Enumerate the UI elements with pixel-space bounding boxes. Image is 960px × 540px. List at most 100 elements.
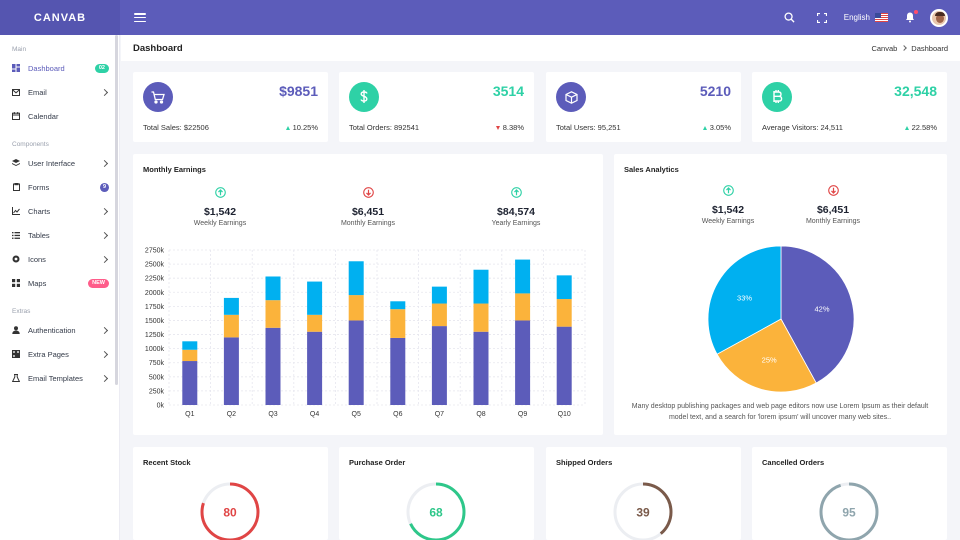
bitcoin-icon xyxy=(762,82,792,112)
bar-segment[interactable] xyxy=(515,293,531,321)
breadcrumb-link-home[interactable]: Canvab xyxy=(871,43,898,53)
pie-slice[interactable] xyxy=(780,245,855,384)
bar-segment[interactable] xyxy=(307,331,323,405)
stat-value: 3514 xyxy=(492,83,524,99)
stat-card-orders: 3514 Total Orders: 892541 8.38% xyxy=(339,72,534,142)
notifications-button[interactable] xyxy=(894,0,926,35)
pie-slice[interactable] xyxy=(707,245,782,355)
bar-segment[interactable] xyxy=(515,320,531,405)
chevron-right-icon xyxy=(100,255,109,263)
bar-segment[interactable] xyxy=(265,300,281,328)
sidebar-item-icons[interactable]: Icons xyxy=(0,247,119,271)
y-tick-label: 500k xyxy=(149,374,165,381)
x-tick-label: Q5 xyxy=(352,411,361,418)
pie-slice[interactable] xyxy=(716,318,817,393)
bar-segment[interactable] xyxy=(473,269,489,304)
y-tick-label: 1250k xyxy=(145,332,165,339)
bar-segment[interactable] xyxy=(348,320,364,405)
bar-segment[interactable] xyxy=(473,303,489,332)
earnings-label: Weekly Earnings xyxy=(193,220,247,227)
y-tick-label: 1000k xyxy=(145,346,165,353)
bar-segment[interactable] xyxy=(182,349,198,362)
maps-new-badge: NEW xyxy=(88,278,109,288)
pie-slice-label: 25% xyxy=(762,356,777,365)
bar-segment[interactable] xyxy=(307,314,323,332)
sidebar-item-extra-pages[interactable]: Extra Pages xyxy=(0,342,119,366)
search-icon[interactable] xyxy=(774,0,806,35)
gauge-value: 80 xyxy=(223,506,237,520)
sales-analytics-pie-chart: 42% 25% 33% xyxy=(707,245,855,393)
sidebar-item-user-interface[interactable]: User Interface xyxy=(0,151,119,175)
avatar[interactable] xyxy=(930,8,948,27)
bar-segment[interactable] xyxy=(182,341,198,350)
sidebar-item-label: Tables xyxy=(28,230,50,240)
bar-segment[interactable] xyxy=(431,303,447,327)
bar-segment[interactable] xyxy=(265,276,281,301)
bar-segment[interactable] xyxy=(390,301,406,310)
earnings-summary-yearly: $84,574 Yearly Earnings xyxy=(466,187,566,227)
bar-segment[interactable] xyxy=(431,326,447,405)
dashboard-count-badge: 02 xyxy=(94,63,109,73)
bar-segment[interactable] xyxy=(556,326,572,405)
list-icon xyxy=(12,231,20,239)
bar-segment[interactable] xyxy=(348,295,364,321)
bar-segment[interactable] xyxy=(223,337,239,405)
gauge-value: 68 xyxy=(429,506,443,520)
sidebar-item-email[interactable]: Email xyxy=(0,80,119,104)
stat-card-visitors: 32,548 Average Visitors: 24,511 22.58% xyxy=(752,72,947,142)
stat-label: Total Users: 95,251 xyxy=(556,123,621,132)
x-tick-label: Q1 xyxy=(185,411,194,418)
sidebar-item-charts[interactable]: Charts xyxy=(0,199,119,223)
brand-logo[interactable]: CANVAB xyxy=(0,0,120,35)
language-selector[interactable]: English xyxy=(838,13,894,22)
bell-icon xyxy=(906,12,914,23)
bar-segment[interactable] xyxy=(182,361,198,405)
chevron-right-icon xyxy=(100,88,109,96)
bar-segment[interactable] xyxy=(223,314,239,338)
menu-toggle-icon[interactable] xyxy=(134,13,146,22)
bar-segment[interactable] xyxy=(431,286,447,304)
bar-segment[interactable] xyxy=(223,297,239,315)
arrow-up-circle-icon xyxy=(722,185,734,196)
bar-segment[interactable] xyxy=(307,281,323,315)
fullscreen-icon[interactable] xyxy=(806,0,838,35)
y-tick-label: 2000k xyxy=(145,290,165,297)
sidebar-item-dashboard[interactable]: Dashboard 02 xyxy=(0,56,119,80)
stat-change: 10.25% xyxy=(285,123,318,132)
stat-card-users: 5210 Total Users: 95,251 3.05% xyxy=(546,72,741,142)
sidebar-item-email-templates[interactable]: Email Templates xyxy=(0,366,119,390)
earnings-summary-weekly: $1,542 Weekly Earnings xyxy=(170,187,270,227)
bar-segment[interactable] xyxy=(265,327,281,405)
sidebar-item-authentication[interactable]: Authentication xyxy=(0,318,119,342)
bar-segment[interactable] xyxy=(515,259,531,294)
analytics-summary-monthly: $6,451 Monthly Earnings xyxy=(783,185,883,225)
stat-label: Total Sales: $22506 xyxy=(143,123,209,132)
language-label: English xyxy=(843,13,870,22)
bar-segment[interactable] xyxy=(390,309,406,338)
chevron-right-icon xyxy=(100,374,109,382)
recent-stock-gauge: 80 xyxy=(200,482,260,540)
stat-change-value: 8.38% xyxy=(502,123,524,132)
y-tick-label: 1750k xyxy=(145,304,165,311)
stat-label: Average Visitors: 24,511 xyxy=(762,123,843,132)
bar-segment[interactable] xyxy=(473,331,489,405)
x-tick-label: Q6 xyxy=(393,411,402,418)
sidebar-item-label: Charts xyxy=(28,206,51,216)
sidebar-item-forms[interactable]: Forms 9 xyxy=(0,175,119,199)
pie-slice-label: 33% xyxy=(737,293,752,302)
bar-segment[interactable] xyxy=(556,275,572,300)
x-tick-label: Q9 xyxy=(518,411,527,418)
map-icon xyxy=(12,279,20,287)
us-flag-icon xyxy=(875,13,888,22)
sidebar-item-calendar[interactable]: Calendar xyxy=(0,104,119,128)
bar-segment[interactable] xyxy=(556,299,572,327)
sidebar-item-maps[interactable]: Maps NEW xyxy=(0,271,119,295)
sidebar-item-tables[interactable]: Tables xyxy=(0,223,119,247)
bar-segment[interactable] xyxy=(390,337,406,405)
sidebar-item-label: Maps xyxy=(28,278,47,288)
y-tick-label: 2750k xyxy=(145,248,165,255)
bar-segment[interactable] xyxy=(348,261,364,296)
user-icon xyxy=(12,326,20,334)
monthly-earnings-card: Monthly Earnings $1,542 Weekly Earnings … xyxy=(133,154,603,435)
sidebar-scrollbar[interactable] xyxy=(115,35,118,385)
